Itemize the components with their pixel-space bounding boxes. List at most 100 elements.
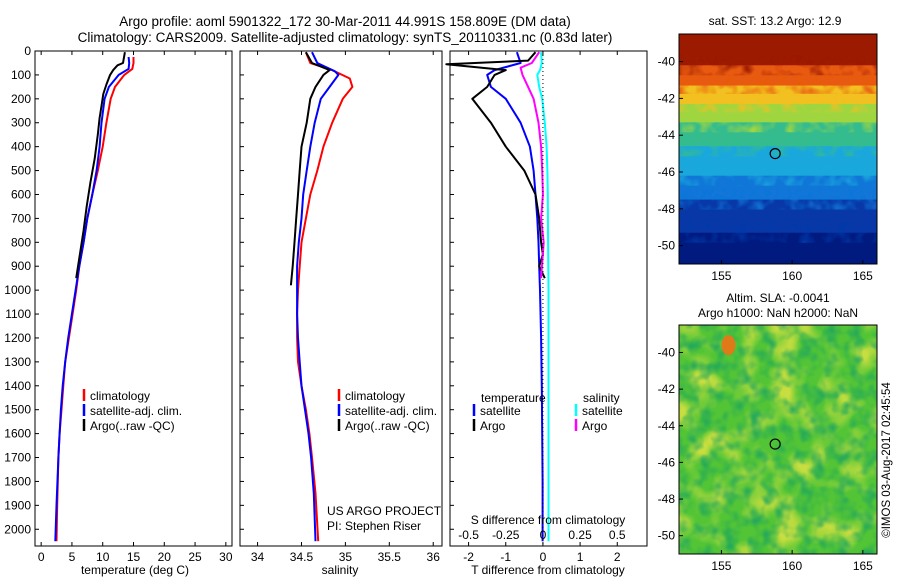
x-tick-label: 20: [158, 550, 172, 564]
sst-mix: [679, 222, 877, 243]
legend-label: Argo(..raw -QC): [90, 419, 175, 433]
salinity-tick-label: 0.5: [609, 528, 626, 542]
map-y-tick-label: -50: [658, 239, 676, 253]
y-tick-label: 1900: [4, 498, 31, 512]
series-line-satellite: [54, 56, 131, 542]
float-position-marker: [769, 438, 781, 450]
sla-map-title-line2: Argo h1000: NaN h2000: NaN: [698, 306, 858, 320]
legend-title-temperature: temperature: [481, 391, 546, 405]
series-line-s-argo: [519, 51, 545, 279]
plot-frame: [239, 50, 443, 547]
salinity-tick-label: 0.25: [568, 528, 592, 542]
map-y-tick-label: -42: [658, 382, 676, 396]
y-tick-label: 700: [11, 211, 31, 225]
y-tick-label: 1200: [4, 331, 31, 345]
series-line-satellite: [296, 51, 340, 542]
sst-mix: [679, 55, 877, 76]
sst-map-title: sat. SST: 13.2 Argo: 12.9: [709, 14, 842, 28]
x-tick-label: 2: [614, 550, 621, 564]
map-y-tick-label: -44: [658, 128, 676, 142]
map-y-tick-label: -48: [658, 202, 676, 216]
map-y-tick-label: -40: [658, 345, 676, 359]
y-tick-label: 0: [24, 44, 31, 58]
x-tick-label: 1: [577, 550, 584, 564]
plot-frame: [449, 50, 648, 547]
legend-label: satellite-adj. clim.: [90, 404, 182, 418]
legend-label: Argo: [480, 419, 506, 433]
difference-profile-panel: -2 -1 0 1 2 -0.5 -0.25 0 0.25 0.5 temperature salin…: [445, 50, 648, 564]
map-x-tick-label: 165: [853, 559, 873, 573]
legend-title-salinity: salinity: [583, 391, 620, 405]
y-tick-label: 1700: [4, 451, 31, 465]
x-tick-label: 0: [540, 550, 547, 564]
y-tick-label: 2000: [4, 522, 31, 536]
sst-mix: [679, 93, 877, 114]
map-x-tick-label: 165: [853, 269, 873, 283]
legend-label: climatology: [90, 389, 150, 403]
difference-xlabel: T difference from climatology: [471, 563, 625, 577]
sla-map-title-line1: Altim. SLA: -0.0041: [726, 291, 830, 305]
y-tick-label: 100: [11, 68, 31, 82]
x-tick-label: 10: [96, 550, 110, 564]
float-position-marker: [769, 148, 781, 160]
salinity-tick-label: -0.5: [458, 528, 479, 542]
salinity-tick-label: -0.25: [492, 528, 520, 542]
map-x-tick-label: 160: [782, 559, 802, 573]
imos-timestamp: ©IMOS 03-Aug-2017 02:45:54: [881, 382, 893, 538]
legend-label: Argo: [582, 419, 608, 433]
figure-title-line2: Climatology: CARS2009. Satellite-adjuste…: [78, 30, 613, 45]
x-tick-label: -1: [500, 550, 511, 564]
y-tick-label: 600: [11, 187, 31, 201]
series-line-climatology: [55, 57, 135, 542]
salinity-tick-label: 0: [540, 528, 547, 542]
sla-map: 155 160 165 -40 -42 -44 -46 -48 -50: [658, 324, 878, 573]
y-tick-label: 200: [11, 92, 31, 106]
map-frame: [678, 33, 878, 265]
y-tick-label: 1600: [4, 427, 31, 441]
series-line-s-satellite: [536, 52, 550, 542]
y-tick-label: 1000: [4, 283, 31, 297]
map-x-tick-label: 155: [711, 559, 731, 573]
map-y-tick-label: -46: [658, 165, 676, 179]
x-tick-label: 30: [219, 550, 233, 564]
map-frame: [678, 324, 878, 555]
sst-mix: [679, 112, 877, 133]
map-y-tick-label: -50: [658, 529, 676, 543]
y-tick-label: 1500: [4, 403, 31, 417]
map-x-tick-label: 155: [711, 269, 731, 283]
map-y-tick-label: -48: [658, 492, 676, 506]
map-y-tick-label: -46: [658, 455, 676, 469]
map-y-tick-label: -44: [658, 419, 676, 433]
temperature-profile-panel: 0 5 10 15 20 25 300100200300400500600700800900…: [4, 44, 233, 564]
legend-label: satellite-adj. clim.: [345, 404, 437, 418]
y-tick-label: 300: [11, 116, 31, 130]
salinity-xlabel: salinity: [322, 563, 359, 577]
x-tick-label: 35.5: [378, 550, 402, 564]
series-line-argo: [75, 52, 126, 279]
legend-label: climatology: [345, 389, 405, 403]
series-line-t-argo: [445, 51, 546, 279]
sst-mix: [679, 75, 877, 96]
series-line-t-satellite: [486, 51, 544, 542]
sst-map: 155 160 165 -40 -42 -44 -46 -48 -50: [658, 33, 878, 283]
difference-toplabel: S difference from climatology: [471, 513, 626, 527]
figure-title-line1: Argo profile: aoml 5901322_172 30-Mar-20…: [119, 14, 571, 29]
y-tick-label: 900: [11, 259, 31, 273]
project-name: US ARGO PROJECT: [327, 504, 442, 518]
x-tick-label: 15: [127, 550, 141, 564]
y-tick-label: 1800: [4, 474, 31, 488]
y-tick-label: 500: [11, 164, 31, 178]
legend-label: Argo(..raw -QC): [345, 419, 430, 433]
sst-mix: [679, 165, 877, 186]
map-y-tick-label: -40: [658, 55, 676, 69]
y-tick-label: 1400: [4, 379, 31, 393]
x-tick-label: 34: [251, 550, 265, 564]
salinity-profile-panel: 34 34.5 35 35.5 36 climatologysatellite-adj. …: [239, 50, 443, 564]
x-tick-label: 5: [69, 550, 76, 564]
sst-texture: [679, 55, 877, 243]
map-x-tick-label: 160: [782, 269, 802, 283]
x-tick-label: -2: [463, 550, 474, 564]
legend-label: satellite: [480, 404, 521, 418]
temperature-xlabel: temperature (deg C): [81, 563, 189, 577]
